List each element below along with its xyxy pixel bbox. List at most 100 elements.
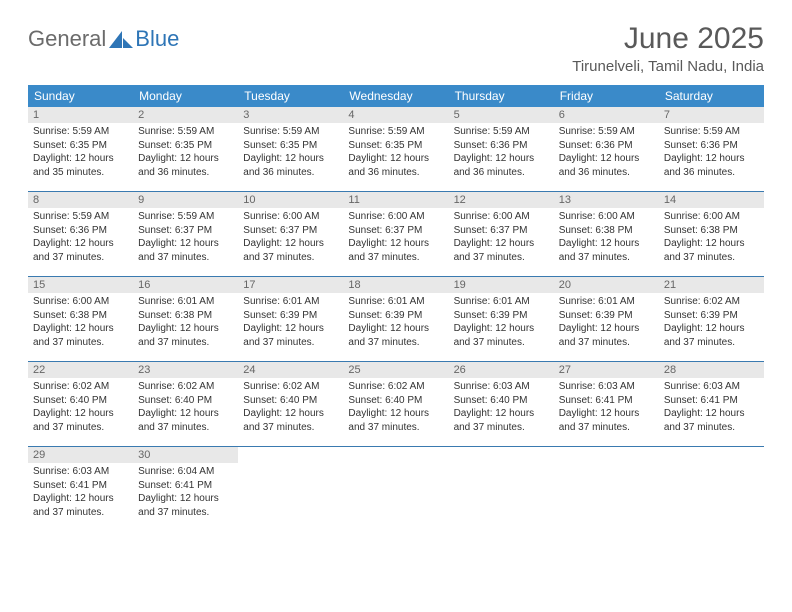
day-body: Sunrise: 6:01 AMSunset: 6:39 PMDaylight:…: [449, 293, 554, 353]
day-body: Sunrise: 6:02 AMSunset: 6:40 PMDaylight:…: [238, 378, 343, 438]
logo-sail-icon: [109, 31, 133, 49]
sunrise-text: Sunrise: 6:03 AM: [454, 380, 549, 394]
day-cell: 12Sunrise: 6:00 AMSunset: 6:37 PMDayligh…: [449, 192, 554, 276]
day-body: Sunrise: 6:00 AMSunset: 6:37 PMDaylight:…: [238, 208, 343, 268]
day-cell: 3Sunrise: 5:59 AMSunset: 6:35 PMDaylight…: [238, 107, 343, 191]
sunrise-text: Sunrise: 6:01 AM: [559, 295, 654, 309]
day-cell: 19Sunrise: 6:01 AMSunset: 6:39 PMDayligh…: [449, 277, 554, 361]
day-cell: 14Sunrise: 6:00 AMSunset: 6:38 PMDayligh…: [659, 192, 764, 276]
day-body: Sunrise: 5:59 AMSunset: 6:35 PMDaylight:…: [238, 123, 343, 183]
sunrise-text: Sunrise: 5:59 AM: [348, 125, 443, 139]
day-number: 28: [659, 362, 764, 378]
weekday-header: Thursday: [449, 85, 554, 107]
day-body: Sunrise: 6:01 AMSunset: 6:39 PMDaylight:…: [238, 293, 343, 353]
day-body: Sunrise: 6:04 AMSunset: 6:41 PMDaylight:…: [133, 463, 238, 523]
sunset-text: Sunset: 6:40 PM: [33, 394, 128, 408]
day-cell: 16Sunrise: 6:01 AMSunset: 6:38 PMDayligh…: [133, 277, 238, 361]
weekday-header: Monday: [133, 85, 238, 107]
sunset-text: Sunset: 6:40 PM: [454, 394, 549, 408]
daylight-text: Daylight: 12 hours and 37 minutes.: [559, 407, 654, 434]
day-number: 1: [28, 107, 133, 123]
daylight-text: Daylight: 12 hours and 36 minutes.: [664, 152, 759, 179]
day-cell: 27Sunrise: 6:03 AMSunset: 6:41 PMDayligh…: [554, 362, 659, 446]
day-cell: [449, 447, 554, 531]
day-cell: 23Sunrise: 6:02 AMSunset: 6:40 PMDayligh…: [133, 362, 238, 446]
day-cell: 13Sunrise: 6:00 AMSunset: 6:38 PMDayligh…: [554, 192, 659, 276]
day-cell: 5Sunrise: 5:59 AMSunset: 6:36 PMDaylight…: [449, 107, 554, 191]
sunrise-text: Sunrise: 5:59 AM: [138, 125, 233, 139]
day-cell: 26 Sunrise: 6:03 AMSunset: 6:40 PMDayligh…: [449, 362, 554, 446]
sunset-text: Sunset: 6:35 PM: [348, 139, 443, 153]
sunrise-text: Sunrise: 6:03 AM: [33, 465, 128, 479]
sunrise-text: Sunrise: 5:59 AM: [664, 125, 759, 139]
day-number: 5: [449, 107, 554, 123]
day-number: 21: [659, 277, 764, 293]
day-body: Sunrise: 6:00 AMSunset: 6:38 PMDaylight:…: [554, 208, 659, 268]
day-body: Sunrise: 6:02 AMSunset: 6:40 PMDaylight:…: [343, 378, 448, 438]
day-body: Sunrise: 5:59 AMSunset: 6:36 PMDaylight:…: [554, 123, 659, 183]
day-number: 6: [554, 107, 659, 123]
sunset-text: Sunset: 6:41 PM: [559, 394, 654, 408]
brand-logo: General Blue: [28, 26, 179, 52]
week-row: 22Sunrise: 6:02 AMSunset: 6:40 PMDayligh…: [28, 362, 764, 447]
sunrise-text: Sunrise: 6:01 AM: [243, 295, 338, 309]
sunset-text: Sunset: 6:39 PM: [243, 309, 338, 323]
day-number: 22: [28, 362, 133, 378]
sunrise-text: Sunrise: 6:02 AM: [348, 380, 443, 394]
day-body: Sunrise: 5:59 AMSunset: 6:36 PMDaylight:…: [449, 123, 554, 183]
day-cell: 6Sunrise: 5:59 AMSunset: 6:36 PMDaylight…: [554, 107, 659, 191]
day-number: 4: [343, 107, 448, 123]
sunrise-text: Sunrise: 5:59 AM: [138, 210, 233, 224]
sunset-text: Sunset: 6:40 PM: [138, 394, 233, 408]
sunrise-text: Sunrise: 5:59 AM: [243, 125, 338, 139]
day-body: Sunrise: 6:02 AMSunset: 6:39 PMDaylight:…: [659, 293, 764, 353]
page-header: General Blue June 2025 Tirunelveli, Tami…: [28, 22, 764, 75]
week-row: 29Sunrise: 6:03 AMSunset: 6:41 PMDayligh…: [28, 447, 764, 531]
sunset-text: Sunset: 6:38 PM: [33, 309, 128, 323]
day-cell: 15Sunrise: 6:00 AMSunset: 6:38 PMDayligh…: [28, 277, 133, 361]
calendar-weeks: 1Sunrise: 5:59 AMSunset: 6:35 PMDaylight…: [28, 107, 764, 531]
day-number: 26: [449, 362, 554, 378]
daylight-text: Daylight: 12 hours and 37 minutes.: [243, 322, 338, 349]
sunset-text: Sunset: 6:41 PM: [138, 479, 233, 493]
day-body: Sunrise: 6:02 AMSunset: 6:40 PMDaylight:…: [28, 378, 133, 438]
daylight-text: Daylight: 12 hours and 37 minutes.: [454, 237, 549, 264]
day-cell: [554, 447, 659, 531]
daylight-text: Daylight: 12 hours and 37 minutes.: [33, 407, 128, 434]
sunset-text: Sunset: 6:39 PM: [454, 309, 549, 323]
weekday-header: Wednesday: [343, 85, 448, 107]
day-body: Sunrise: 6:01 AMSunset: 6:39 PMDaylight:…: [343, 293, 448, 353]
daylight-text: Daylight: 12 hours and 37 minutes.: [559, 322, 654, 349]
weekday-header: Sunday: [28, 85, 133, 107]
sunrise-text: Sunrise: 5:59 AM: [559, 125, 654, 139]
day-number: 11: [343, 192, 448, 208]
weekday-header: Friday: [554, 85, 659, 107]
sunset-text: Sunset: 6:36 PM: [664, 139, 759, 153]
sunrise-text: Sunrise: 6:02 AM: [243, 380, 338, 394]
daylight-text: Daylight: 12 hours and 37 minutes.: [243, 237, 338, 264]
daylight-text: Daylight: 12 hours and 35 minutes.: [33, 152, 128, 179]
daylight-text: Daylight: 12 hours and 37 minutes.: [454, 407, 549, 434]
day-body: Sunrise: 5:59 AMSunset: 6:37 PMDaylight:…: [133, 208, 238, 268]
daylight-text: Daylight: 12 hours and 37 minutes.: [348, 407, 443, 434]
calendar: SundayMondayTuesdayWednesdayThursdayFrid…: [28, 85, 764, 531]
day-number: 8: [28, 192, 133, 208]
day-number: 24: [238, 362, 343, 378]
sunset-text: Sunset: 6:37 PM: [454, 224, 549, 238]
daylight-text: Daylight: 12 hours and 37 minutes.: [33, 492, 128, 519]
day-body: Sunrise: 5:59 AMSunset: 6:35 PMDaylight:…: [133, 123, 238, 183]
day-body: Sunrise: 6:03 AMSunset: 6:41 PMDaylight:…: [28, 463, 133, 523]
logo-text-blue: Blue: [135, 26, 179, 52]
day-number: 23: [133, 362, 238, 378]
sunset-text: Sunset: 6:39 PM: [348, 309, 443, 323]
day-number: 3: [238, 107, 343, 123]
day-cell: 28Sunrise: 6:03 AMSunset: 6:41 PMDayligh…: [659, 362, 764, 446]
sunset-text: Sunset: 6:37 PM: [348, 224, 443, 238]
page-subtitle: Tirunelveli, Tamil Nadu, India: [572, 58, 764, 75]
day-cell: 1Sunrise: 5:59 AMSunset: 6:35 PMDaylight…: [28, 107, 133, 191]
daylight-text: Daylight: 12 hours and 36 minutes.: [454, 152, 549, 179]
sunrise-text: Sunrise: 6:04 AM: [138, 465, 233, 479]
title-block: June 2025 Tirunelveli, Tamil Nadu, India: [572, 22, 764, 75]
sunrise-text: Sunrise: 6:02 AM: [138, 380, 233, 394]
week-row: 15Sunrise: 6:00 AMSunset: 6:38 PMDayligh…: [28, 277, 764, 362]
